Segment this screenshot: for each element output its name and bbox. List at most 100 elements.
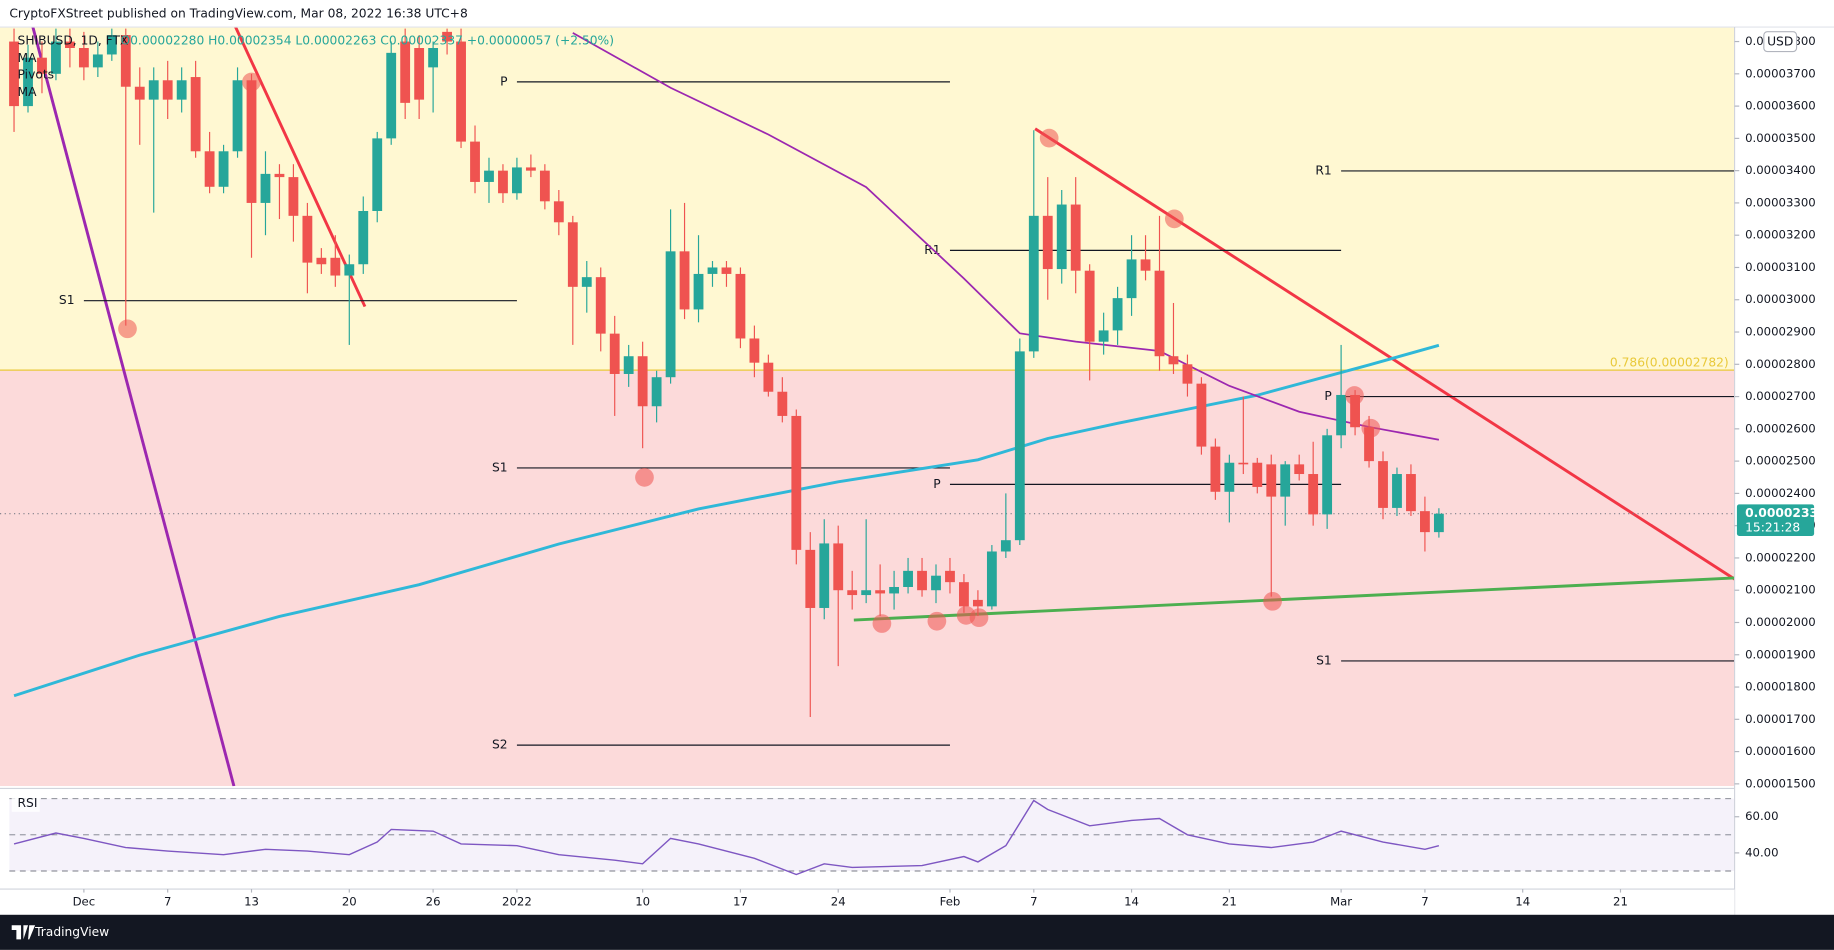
candle-body — [78, 48, 89, 68]
candle-body — [791, 415, 802, 550]
touch-point — [969, 608, 989, 628]
y-tick-label: 0.00002600 — [1745, 421, 1816, 435]
candle-body — [1294, 464, 1305, 475]
candle-body — [1336, 394, 1347, 436]
moving-average — [13, 343, 1440, 698]
trendline — [31, 27, 236, 787]
candle-body — [358, 210, 369, 265]
touch-point — [1039, 128, 1059, 148]
candle-body — [679, 251, 690, 310]
candle-body — [609, 333, 620, 374]
candle-body — [819, 543, 830, 608]
candle-body — [875, 590, 886, 594]
price-axis-bg — [1734, 28, 1834, 915]
ohlc: O0.00002280 H0.00002354 L0.00002263 C0.0… — [120, 34, 614, 48]
candle-body — [1154, 270, 1165, 357]
candle-body — [1238, 462, 1249, 465]
touch-point — [872, 614, 892, 633]
trendline — [1034, 127, 1735, 581]
candle-body — [470, 141, 480, 182]
candle-body — [972, 599, 983, 607]
rsi-name-box — [11, 795, 40, 812]
candle-body — [581, 277, 592, 287]
touch-point — [1345, 386, 1364, 405]
pivot-label: R1 — [1315, 163, 1331, 177]
y-tick-label: 0.00003400 — [1745, 163, 1816, 177]
candle-body — [1378, 461, 1388, 508]
currency[interactable]: USD — [1767, 35, 1793, 49]
y-tick-label: 0.00003700 — [1745, 66, 1816, 80]
candle-body — [246, 80, 257, 203]
candle-body — [1308, 474, 1319, 515]
pivot-label: S1 — [59, 293, 75, 307]
candle-body — [260, 173, 271, 203]
fib-label: 0.786(0.00002782) — [1610, 356, 1729, 370]
candle-body — [274, 173, 285, 178]
candle-body — [512, 167, 522, 194]
x-tick-label: 21 — [1222, 894, 1237, 908]
candle-body — [23, 57, 33, 107]
candle-body — [805, 549, 816, 608]
candle-body — [623, 356, 634, 374]
touch-point — [1263, 591, 1282, 611]
candle-body — [218, 151, 229, 187]
candle-body — [1098, 330, 1109, 342]
candle-body — [1350, 394, 1360, 428]
logo — [11, 925, 36, 940]
y-tick-label: 0.00002100 — [1745, 583, 1816, 597]
x-tick-label: 17 — [733, 894, 748, 908]
candle-body — [386, 52, 397, 139]
currency-button[interactable]: USD — [1763, 31, 1798, 53]
x-tick-label: 7 — [1421, 894, 1428, 908]
touch-point — [927, 611, 947, 631]
symbol: SHIBUSD, 1D, FTX — [18, 34, 129, 48]
candle-body — [232, 80, 243, 152]
y-tick-label: 0.00002200 — [1745, 550, 1816, 564]
candle-body — [372, 138, 383, 211]
countdown: 15:21:28 — [1745, 520, 1800, 534]
x-tick-label: Mar — [1330, 894, 1352, 908]
touch-point — [242, 72, 261, 92]
pivot-label: P — [1324, 389, 1331, 403]
y-tick-label: 0.00003300 — [1745, 195, 1816, 209]
candle-body — [498, 170, 508, 194]
y-tick-label: 0.00003200 — [1745, 228, 1816, 242]
x-tick-label: 2022 — [502, 894, 532, 908]
y-tick-label: 0.00002800 — [1745, 357, 1816, 371]
candle-body — [288, 177, 299, 216]
candle-body — [456, 41, 466, 142]
zones — [0, 27, 1735, 787]
indicator-legend: MA — [18, 85, 38, 99]
candle-body — [1266, 464, 1277, 497]
candle-body — [134, 86, 145, 100]
x-tick-label: 14 — [1124, 894, 1139, 908]
y-tick-label: 0.00001600 — [1745, 744, 1816, 758]
x-tick-label: 24 — [831, 894, 846, 908]
y-tick-label: 0.00001500 — [1745, 776, 1816, 790]
pivot-label: P — [500, 74, 507, 88]
x-tick-label: 14 — [1515, 894, 1530, 908]
last-price-label: 0.00002337 — [1745, 506, 1826, 520]
candle-body — [707, 267, 718, 274]
x-tick-label: 7 — [1030, 894, 1037, 908]
time-axis: Dec 7 13 20 26 2022 10 17 24 Feb 7 14 21 Mar 7 14 21 — [0, 888, 1735, 915]
x-tick-label: 20 — [342, 894, 357, 908]
candle-body — [539, 170, 550, 202]
candle-body — [51, 41, 61, 74]
candle-body — [1182, 364, 1193, 384]
candle-body — [553, 201, 564, 223]
candle-body — [1406, 474, 1416, 512]
candle-body — [637, 356, 648, 407]
touch-point — [635, 467, 654, 487]
price-axis: 0.00001500 0.00001600 0.00001700 0.00001800… — [1733, 27, 1834, 915]
candle-body — [1126, 259, 1137, 299]
candle-body — [903, 570, 913, 587]
candle-body — [1392, 474, 1402, 508]
y-tick-label: 0.00003100 — [1745, 260, 1816, 274]
moving-average — [572, 32, 1440, 441]
candle-body — [1140, 259, 1151, 271]
marks: 0.786(0.00002782) — [9, 28, 1729, 718]
currency-box[interactable] — [1763, 31, 1798, 53]
